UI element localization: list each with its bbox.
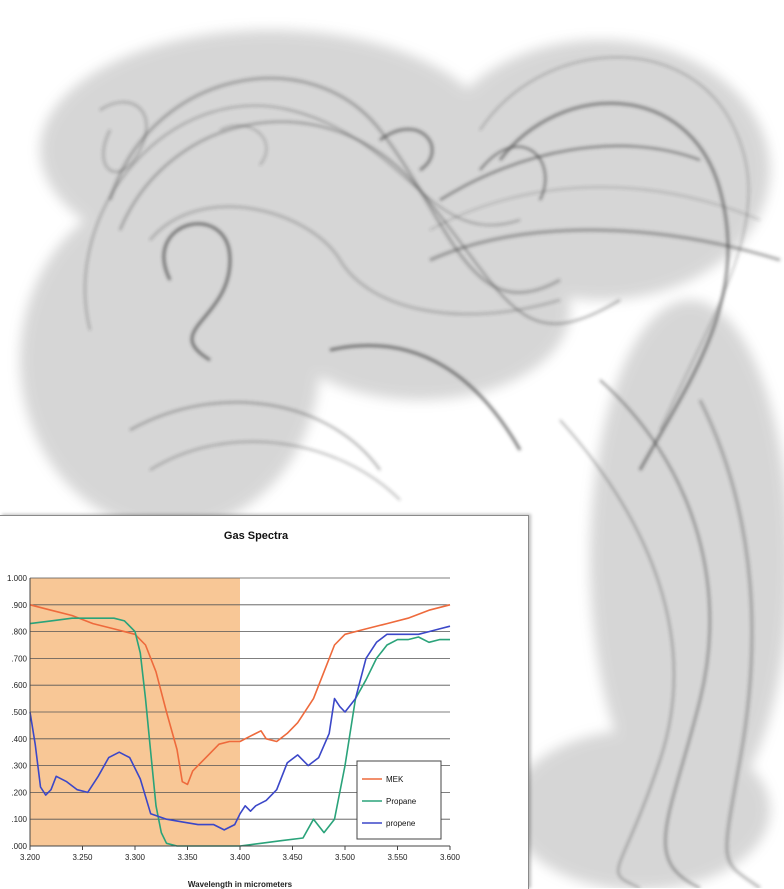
smoke-strand [162, 222, 232, 362]
series-lines [29, 604, 451, 847]
y-tick-label: .800 [11, 628, 27, 637]
chart-panel: .000 .100 .200 .300 .400 .500 .600 .700 .800 .900… [0, 515, 529, 889]
x-tick-label: 3.250 [72, 853, 93, 862]
y-tick-label: .100 [11, 815, 27, 824]
y-tick-label: .900 [11, 601, 27, 610]
smoke-strand [219, 124, 267, 166]
smoke-strand [498, 101, 730, 471]
x-tick-label: 3.550 [387, 853, 408, 862]
y-tick-label: .500 [11, 708, 27, 717]
smoke-strand [99, 101, 148, 173]
y-axis-ticks: .000 .100 .200 .300 .400 .500 .600 .700 .800 .900… [7, 574, 28, 851]
legend: MEK Propane propene [356, 760, 442, 840]
x-tick-label: 3.300 [125, 853, 146, 862]
smoke-strand [149, 205, 561, 316]
x-tick-label: 3.350 [177, 853, 198, 862]
x-tick-label: 3.200 [20, 853, 41, 862]
smoke-strand [559, 419, 675, 888]
legend-label: Propane [386, 797, 417, 806]
x-axis-ticks: 3.200 3.250 3.300 3.350 3.400 3.450 3.500 3.550… [20, 846, 461, 862]
smoke-strand [149, 441, 401, 501]
x-tick-label: 3.400 [230, 853, 251, 862]
smoke-strand [599, 379, 711, 888]
y-tick-label: 1.000 [7, 574, 28, 583]
y-tick-label: .700 [11, 654, 27, 663]
x-tick-label: 3.500 [335, 853, 356, 862]
x-tick-label: 3.450 [282, 853, 303, 862]
smoke-strand [84, 105, 521, 331]
chart-title: Gas Spectra [224, 530, 289, 542]
smoke-strand [129, 401, 381, 471]
y-tick-label: .200 [11, 788, 27, 797]
y-tick-label: .600 [11, 681, 27, 690]
legend-label: MEK [386, 775, 404, 784]
gas-spectra-chart: .000 .100 .200 .300 .400 .500 .600 .700 .800 .900… [7, 530, 461, 889]
series-line-propane [29, 617, 450, 847]
series-line-propene [29, 625, 451, 831]
y-tick-label: .400 [11, 735, 27, 744]
smoke-strand [479, 56, 750, 431]
smoke-strand [119, 120, 621, 325]
legend-label: propene [386, 819, 416, 828]
smoke-strand [439, 144, 701, 201]
smoke-strand [698, 399, 761, 888]
smoke-strand [429, 186, 761, 231]
y-tick-label: .000 [11, 842, 27, 851]
smoke-strand [379, 127, 434, 172]
legend-box [356, 760, 442, 840]
smoke-strand [429, 228, 781, 262]
smoke-strand [479, 145, 547, 201]
x-axis-label: Wavelength in micrometers [188, 880, 293, 889]
y-tick-label: .300 [11, 762, 27, 771]
x-tick-label: 3.600 [440, 853, 461, 862]
smoke-strand [329, 344, 522, 451]
smoke-strand [108, 76, 561, 294]
series-line-mek [29, 604, 451, 786]
